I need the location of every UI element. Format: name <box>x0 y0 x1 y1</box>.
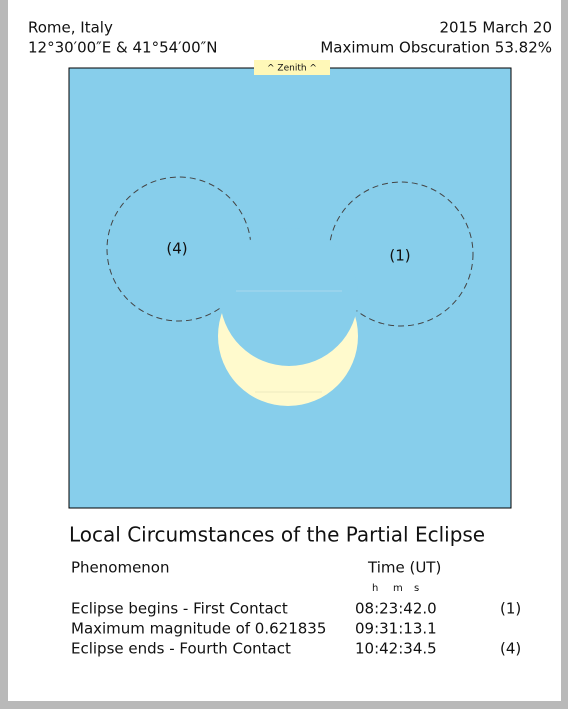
contact-label: (1) <box>389 247 410 265</box>
moon <box>220 228 358 366</box>
unit: m <box>393 583 403 594</box>
page: Rome, Italy 2015 March 20 12°30′00″E & 4… <box>0 0 568 709</box>
zenith-label: ^ Zenith ^ <box>267 64 317 74</box>
unit: h <box>372 583 378 594</box>
time: 08:23:42.0 <box>355 600 437 618</box>
coordinates: 12°30′00″E & 41°54′00″N <box>28 39 217 57</box>
time: 10:42:34.5 <box>355 640 437 658</box>
unit: s <box>414 583 419 594</box>
obscuration: Maximum Obscuration 53.82% <box>320 39 552 57</box>
phenomenon: Eclipse begins - First Contact <box>71 600 288 618</box>
phenomenon: Maximum magnitude of 0.621835 <box>71 620 326 638</box>
contact-label: (4) <box>166 240 187 258</box>
table-title: Local Circumstances of the Partial Eclip… <box>69 523 485 547</box>
location: Rome, Italy <box>28 19 113 37</box>
contact-ref: (1) <box>500 600 521 618</box>
contact-ref: (4) <box>500 640 521 658</box>
column-header: Phenomenon <box>71 559 170 577</box>
phenomenon: Eclipse ends - Fourth Contact <box>71 640 291 658</box>
time: 09:31:13.1 <box>355 620 437 638</box>
eclipse-diagram: Rome, Italy 2015 March 20 12°30′00″E & 4… <box>0 0 568 709</box>
column-header: Time (UT) <box>367 559 441 577</box>
date: 2015 March 20 <box>439 19 552 37</box>
